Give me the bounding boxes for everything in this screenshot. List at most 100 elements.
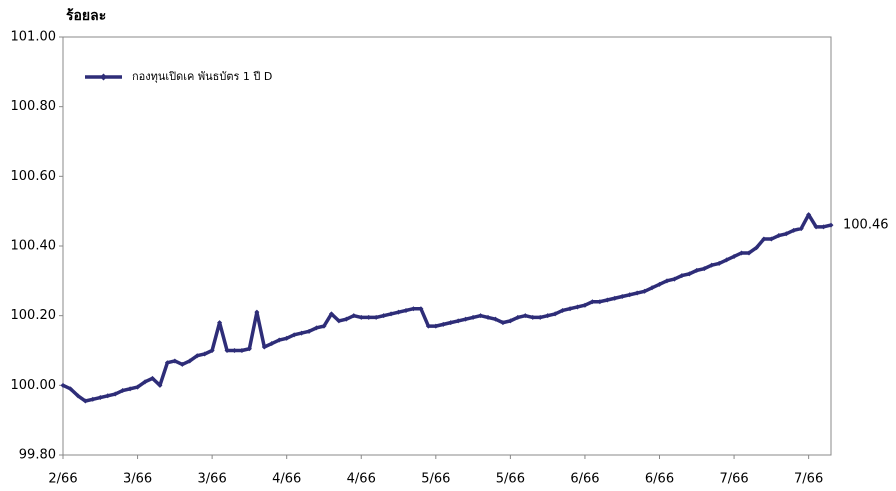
data-point [463, 316, 469, 322]
legend-marker [100, 73, 107, 81]
data-point [261, 344, 267, 350]
data-point [187, 358, 193, 364]
data-point [709, 262, 715, 268]
x-tick-label: 5/66 [496, 472, 525, 487]
data-line [62, 212, 832, 403]
data-point [217, 320, 223, 326]
y-tick-label: 100.00 [11, 378, 57, 393]
x-tick-label: 2/66 [48, 472, 77, 487]
data-point [440, 321, 446, 327]
data-point [276, 337, 282, 343]
data-point [127, 386, 133, 392]
data-point [478, 313, 484, 319]
data-point [783, 231, 789, 237]
data-point [522, 313, 528, 319]
y-axis-label: ร้อยละ [66, 8, 106, 24]
data-point [619, 294, 625, 300]
data-point [753, 245, 759, 251]
data-point [828, 222, 834, 228]
data-point [388, 311, 394, 317]
data-point [433, 323, 439, 329]
data-point [239, 348, 245, 353]
x-tick-label: 3/66 [123, 472, 152, 487]
data-point [149, 375, 155, 381]
data-point [664, 278, 670, 284]
data-point [396, 309, 402, 315]
data-point [500, 320, 506, 326]
data-point [75, 393, 81, 399]
data-point [328, 311, 334, 317]
data-point [492, 316, 498, 322]
data-point [671, 276, 677, 282]
data-point [358, 314, 364, 320]
data-point [425, 323, 431, 329]
y-tick-label: 100.20 [11, 308, 57, 323]
data-point [724, 257, 730, 263]
y-tick-label: 101.00 [11, 30, 57, 45]
data-point [90, 396, 96, 402]
data-point [112, 391, 118, 397]
data-point [694, 267, 700, 273]
data-point [657, 281, 663, 287]
data-point [321, 323, 327, 329]
data-point [701, 266, 707, 272]
data-point [336, 318, 342, 324]
data-point [254, 309, 260, 315]
data-point [82, 398, 88, 404]
data-point [545, 313, 551, 319]
data-point [373, 314, 379, 320]
data-point [314, 325, 320, 331]
data-point [589, 299, 595, 305]
data-point [739, 250, 745, 256]
x-tick-label: 6/66 [645, 472, 674, 487]
x-tick-label: 6/66 [570, 472, 599, 487]
y-tick-label: 99.80 [19, 448, 56, 463]
data-point [351, 313, 357, 319]
x-tick-label: 5/66 [421, 472, 450, 487]
data-point [806, 212, 812, 218]
data-point [418, 306, 424, 312]
data-point [291, 332, 297, 338]
data-point [455, 318, 461, 324]
data-point [567, 306, 573, 312]
data-point [560, 307, 566, 313]
data-point [507, 318, 513, 324]
data-point [686, 271, 692, 277]
data-point [597, 299, 603, 305]
data-point [194, 353, 200, 359]
data-point [366, 314, 372, 320]
data-point [604, 297, 610, 303]
data-point [634, 290, 640, 296]
data-point [821, 224, 827, 230]
data-point [164, 360, 170, 366]
data-point [67, 386, 73, 392]
data-point [284, 335, 290, 341]
data-point [731, 253, 737, 259]
data-point [269, 341, 275, 347]
data-point [448, 320, 454, 326]
y-tick-label: 100.80 [11, 99, 57, 114]
data-point [246, 346, 252, 352]
data-point [120, 388, 126, 394]
data-label: 100.46 [843, 218, 889, 233]
data-point [649, 285, 655, 291]
data-point [791, 227, 797, 233]
data-point [813, 224, 819, 230]
x-tick-label: 7/66 [794, 472, 823, 487]
data-point [798, 226, 804, 232]
data-point [381, 313, 387, 319]
data-point [627, 292, 633, 298]
y-tick-label: 100.40 [11, 239, 57, 254]
x-tick-label: 3/66 [198, 472, 227, 487]
plot-area [62, 36, 832, 456]
legend-text: กองทุนเปิดเค พันธบัตร 1 ปี D [132, 70, 272, 83]
data-point [403, 307, 409, 313]
data-point [135, 384, 141, 390]
data-point [105, 393, 111, 399]
x-tick-label: 4/66 [272, 472, 301, 487]
x-tick-label: 4/66 [347, 472, 376, 487]
data-point [485, 314, 491, 320]
data-point [761, 236, 767, 242]
data-point [142, 379, 148, 385]
data-point [60, 382, 66, 388]
